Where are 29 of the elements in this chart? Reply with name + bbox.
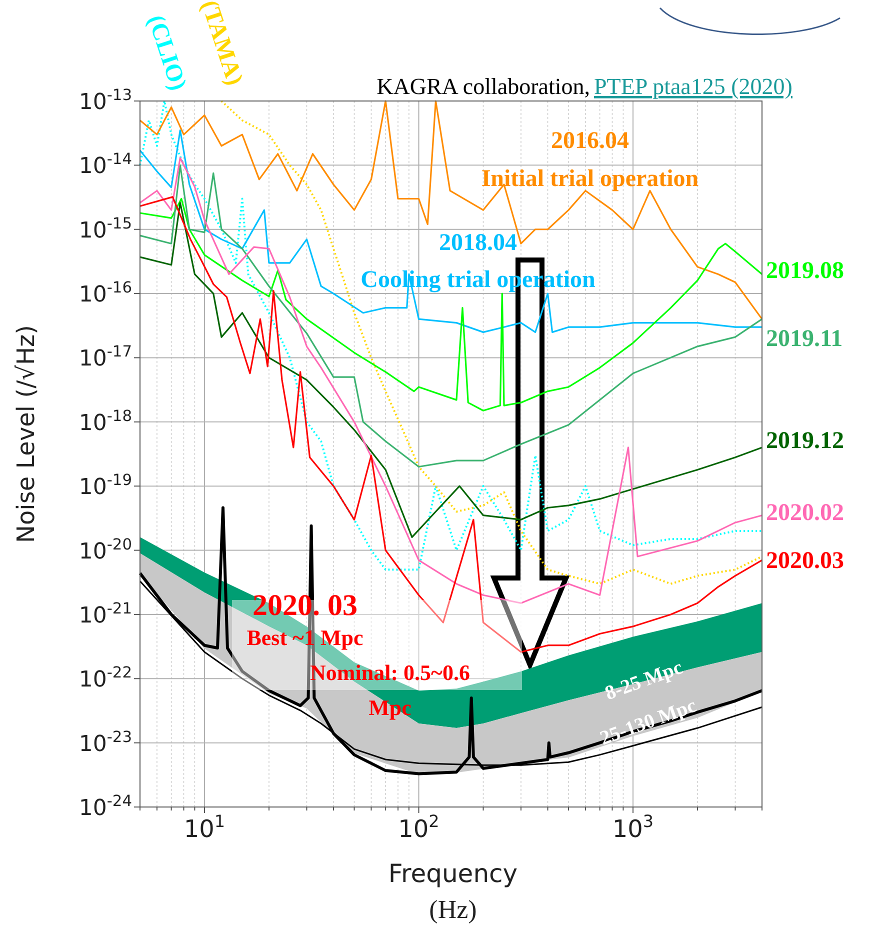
y-tick-label: 10$^{-19}$ — [78, 471, 132, 500]
series-label: 2020.03 — [766, 548, 844, 574]
series-label: 2020.02 — [766, 500, 844, 526]
x-tick-label: 10$^{3}$ — [612, 811, 654, 843]
annotation: Initial trial operation — [481, 166, 699, 192]
y-tick-label: 10$^{-14}$ — [78, 150, 132, 180]
y-tick-label: 10$^{-15}$ — [78, 214, 132, 244]
x-axis-title: Frequency (Hz) — [388, 859, 518, 924]
y-axis-title: Noise Level (/√Hz) — [12, 325, 40, 543]
y-tick-label: 10$^{-24}$ — [78, 792, 132, 821]
series-label: 8-25 Mpc — [602, 656, 686, 705]
x-tick-label: 10$^{1}$ — [184, 811, 226, 843]
y-tick-label: 10$^{-20}$ — [78, 535, 132, 564]
text: PTEP ptaa125 (2020) — [594, 74, 792, 99]
series-label: 2019.08 — [766, 258, 844, 284]
y-tick-label: 10$^{-23}$ — [78, 728, 132, 757]
y-tick-label: 10$^{-18}$ — [78, 406, 132, 436]
y-tick-label: 10$^{-16}$ — [78, 278, 132, 308]
x-tick-label: 10$^{2}$ — [398, 811, 440, 843]
series-label: 2018.04 — [439, 230, 517, 256]
text: KAGRA collaboration, — [376, 74, 590, 99]
text: (CLIO) — [142, 12, 191, 94]
series-label: 2019.12 — [766, 428, 844, 454]
y-tick-label: 10$^{-17}$ — [78, 342, 132, 372]
y-tick-label: 10$^{-22}$ — [78, 664, 132, 693]
y-tick-label: 10$^{-21}$ — [78, 599, 132, 628]
series-label: 2019.11 — [766, 326, 843, 352]
series-label: 2016.04 — [551, 128, 629, 154]
y-tick-label: 10$^{-13}$ — [78, 86, 132, 115]
